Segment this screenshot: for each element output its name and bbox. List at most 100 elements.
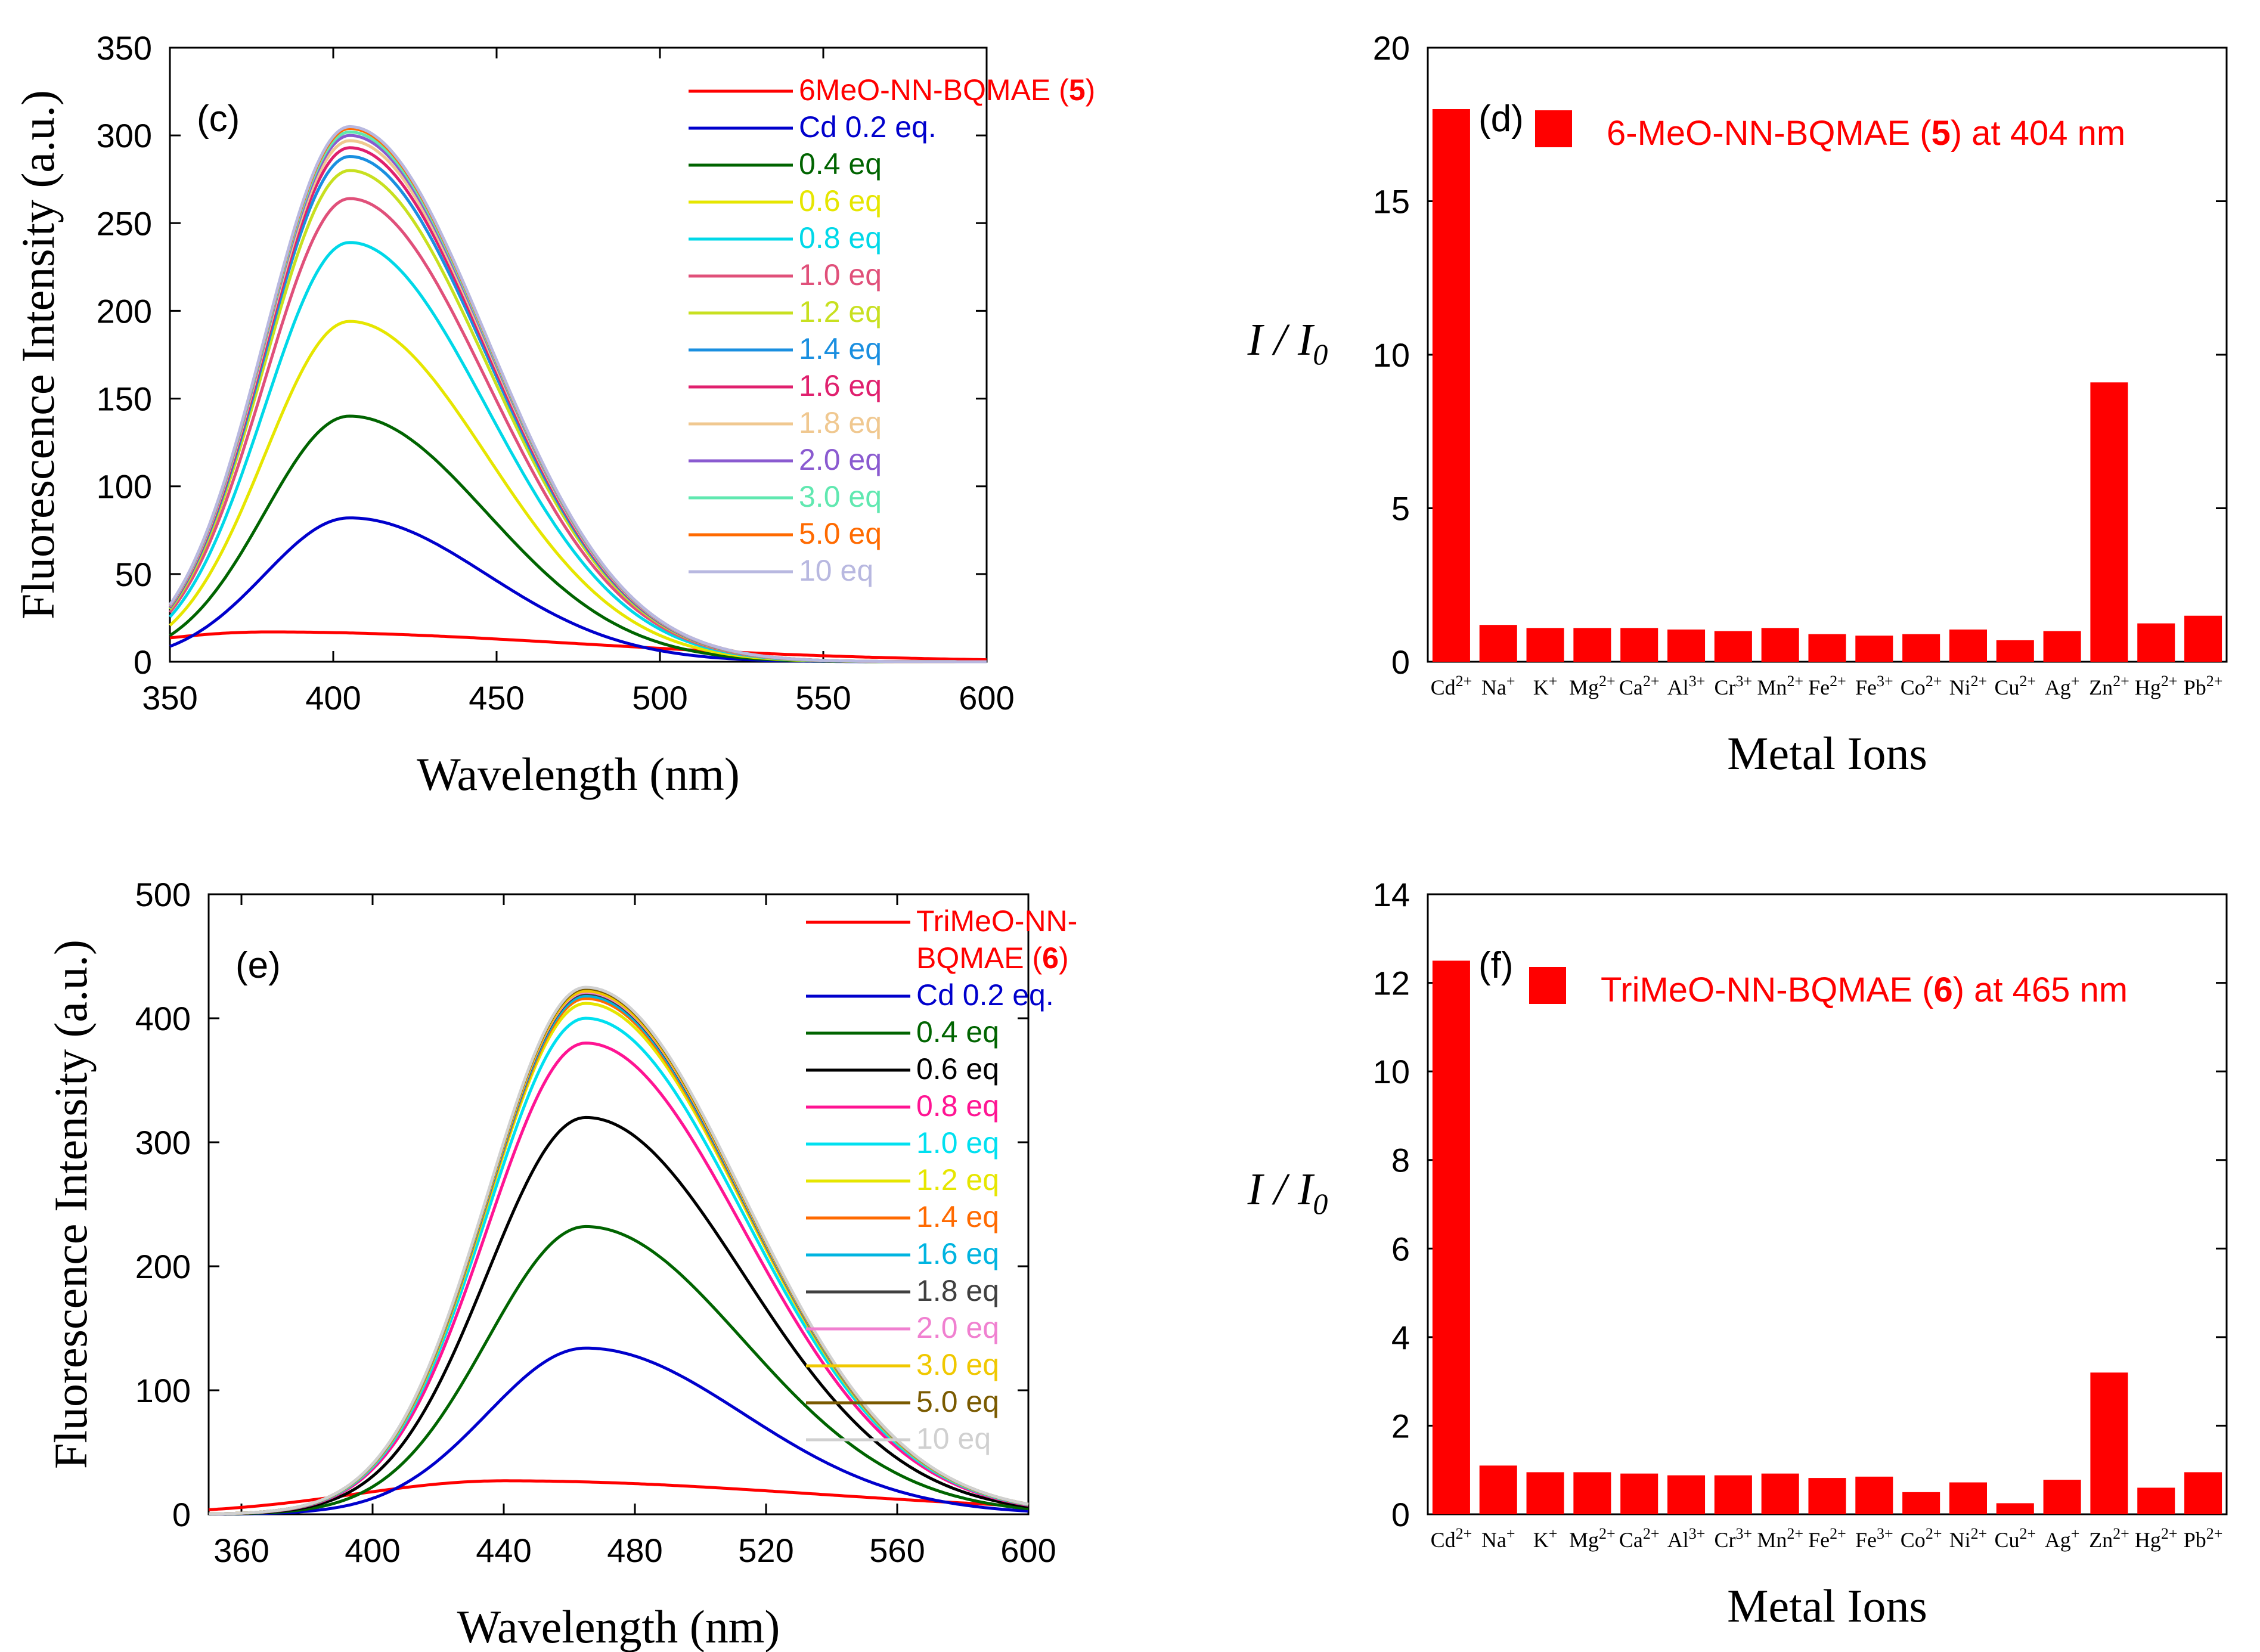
- legend-entry-label: 1.0 eq: [799, 258, 882, 292]
- x-category-label: Cr3+: [1715, 672, 1753, 699]
- bar: [1808, 634, 1846, 662]
- y-tick-label: 6: [1391, 1230, 1410, 1267]
- x-category-label: Mn2+: [1757, 1525, 1803, 1552]
- y-tick-label: 2: [1391, 1407, 1410, 1445]
- legend-entry-label: 1.6 eq: [916, 1237, 999, 1270]
- y-tick-label: 12: [1373, 965, 1410, 1002]
- x-category-label: K+: [1533, 672, 1558, 699]
- y-tick-label: 14: [1373, 876, 1410, 913]
- series-line: [169, 630, 987, 662]
- x-tick-label: 400: [305, 679, 361, 717]
- bar: [1808, 1478, 1846, 1514]
- x-category-label: Co2+: [1901, 672, 1942, 699]
- legend-entry-label: 6MeO-NN-BQMAE (5): [799, 73, 1095, 107]
- x-category-label: Hg2+: [2135, 1525, 2178, 1552]
- y-axis-label: I / I0: [1247, 315, 1328, 371]
- series-line: [208, 1042, 1029, 1515]
- bar: [1714, 631, 1752, 662]
- legend-entry-label: 2.0 eq: [916, 1311, 999, 1344]
- x-axis-label: Wavelength (nm): [417, 748, 740, 800]
- legend-entry-label: Cd 0.2 eq.: [799, 110, 937, 144]
- y-tick-label: 5: [1391, 490, 1410, 528]
- legend-entry-label: 1.6 eq: [799, 369, 882, 402]
- panel-e-line-chart: 360 400 440 480 520 560 600 0 100 200 300 400 500 Wav…: [45, 876, 1077, 1652]
- series-line: [168, 125, 987, 664]
- y-tick-label: 100: [97, 468, 152, 506]
- x-category-label: Ag+: [2045, 672, 2080, 699]
- y-tick-label: 10: [1373, 1053, 1410, 1090]
- bar: [2184, 615, 2222, 662]
- legend-entry-label: Cd 0.2 eq.: [916, 978, 1054, 1012]
- panel-label: (c): [197, 98, 240, 140]
- x-category-label: Cd2+: [1431, 1525, 1472, 1552]
- x-category-label: Zn2+: [2089, 672, 2129, 699]
- bar: [2090, 1372, 2128, 1514]
- legend-entry-label: 0.6 eq: [799, 184, 882, 218]
- legend-entry-label: 0.4 eq: [799, 147, 882, 181]
- y-tick-label: 300: [97, 117, 152, 154]
- bar: [1432, 960, 1470, 1514]
- bar: [1949, 629, 1987, 662]
- legend-entry-label: 3.0 eq: [799, 480, 882, 513]
- x-tick-label: 360: [213, 1532, 269, 1569]
- x-category-label: Ni2+: [1949, 672, 1988, 699]
- bar: [2137, 623, 2175, 662]
- legend-entry-label: TriMeO-NN-: [916, 904, 1077, 938]
- legend-swatch: [1535, 110, 1572, 147]
- legend-entry-label: 1.8 eq: [799, 406, 882, 439]
- x-tick-label: 600: [959, 679, 1014, 717]
- x-tick-label: 500: [632, 679, 687, 717]
- y-tick-label: 8: [1391, 1142, 1410, 1179]
- x-category-label: K+: [1533, 1525, 1558, 1552]
- bar: [1761, 628, 1799, 662]
- x-category-label: Mn2+: [1757, 672, 1803, 699]
- x-tick-label: 440: [476, 1532, 531, 1569]
- x-tick-label: 450: [469, 679, 524, 717]
- series-line: [208, 1225, 1029, 1516]
- bar: [1479, 1465, 1517, 1514]
- legend-entry-label: 2.0 eq: [799, 443, 882, 476]
- bar: [1479, 625, 1517, 662]
- bar: [1667, 629, 1706, 662]
- bar: [1996, 1503, 2034, 1514]
- legend-entry-label: 1.2 eq: [799, 295, 882, 328]
- y-tick-label: 300: [135, 1124, 191, 1161]
- plot-frame: [169, 47, 988, 663]
- bar: [1855, 636, 1893, 662]
- bar: [2043, 631, 2081, 662]
- x-category-label: Pb2+: [2184, 672, 2223, 699]
- legend-entry-label: 1.4 eq: [799, 332, 882, 365]
- x-category-label: Ca2+: [1619, 1525, 1660, 1552]
- y-tick-label: 15: [1373, 183, 1410, 221]
- x-category-label: Fe3+: [1855, 672, 1893, 699]
- y-tick-label: 20: [1373, 29, 1410, 67]
- y-tick-label: 200: [135, 1248, 191, 1285]
- series-line: [209, 1346, 1029, 1516]
- panel-label: (e): [235, 945, 281, 986]
- legend-entry-label: 5.0 eq: [916, 1385, 999, 1418]
- x-axis-label: Metal Ions: [1727, 727, 1927, 779]
- bar: [2184, 1472, 2222, 1514]
- x-tick-label: 560: [869, 1532, 925, 1569]
- bar: [1432, 109, 1470, 662]
- x-axis-label: Wavelength (nm): [457, 1601, 780, 1652]
- bar: [1526, 1472, 1564, 1514]
- y-tick-label: 10: [1373, 336, 1410, 374]
- x-category-label: Pb2+: [2184, 1525, 2223, 1552]
- legend-entry-label: 3.0 eq: [916, 1348, 999, 1381]
- y-tick-label: 500: [135, 876, 191, 913]
- legend-entry-label: 6-MeO-NN-BQMAE (5) at 404 nm: [1607, 114, 2125, 153]
- bar: [1855, 1476, 1893, 1514]
- legend-entry-label: 0.8 eq: [799, 221, 882, 255]
- panel-f-bar-chart: 0 2 4 6 8 10 12 14 Cd2+ Na+ K+ Mg2+ Ca2+ Al3+ Cr3+ Mn2+…: [1247, 876, 2228, 1632]
- x-tick-label: 350: [142, 679, 197, 717]
- y-tick-label: 4: [1391, 1319, 1410, 1356]
- panel-c-line-chart: 350 400 450 500 550 600 0 50 100 150 200 250 300 350 W…: [12, 29, 1095, 800]
- x-category-label: Al3+: [1667, 1525, 1706, 1552]
- x-category-label: Ni2+: [1949, 1525, 1988, 1552]
- legend-entry-label: 1.4 eq: [916, 1200, 999, 1233]
- bar: [1902, 1492, 1940, 1514]
- y-tick-label: 250: [97, 204, 152, 242]
- x-category-label: Mg2+: [1569, 672, 1616, 699]
